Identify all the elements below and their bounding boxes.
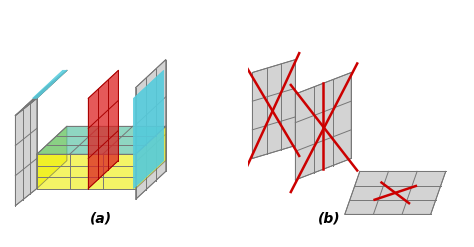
Polygon shape	[37, 154, 136, 188]
Polygon shape	[136, 126, 166, 188]
Polygon shape	[134, 70, 164, 188]
Polygon shape	[136, 60, 166, 199]
Polygon shape	[33, 70, 67, 98]
Polygon shape	[252, 60, 295, 159]
Polygon shape	[88, 70, 118, 188]
Polygon shape	[15, 70, 67, 116]
Polygon shape	[345, 171, 446, 214]
Polygon shape	[37, 126, 166, 154]
Polygon shape	[15, 98, 37, 206]
Text: (a): (a)	[90, 211, 112, 225]
Text: (b): (b)	[319, 211, 341, 225]
Polygon shape	[295, 73, 351, 180]
Polygon shape	[37, 126, 67, 188]
